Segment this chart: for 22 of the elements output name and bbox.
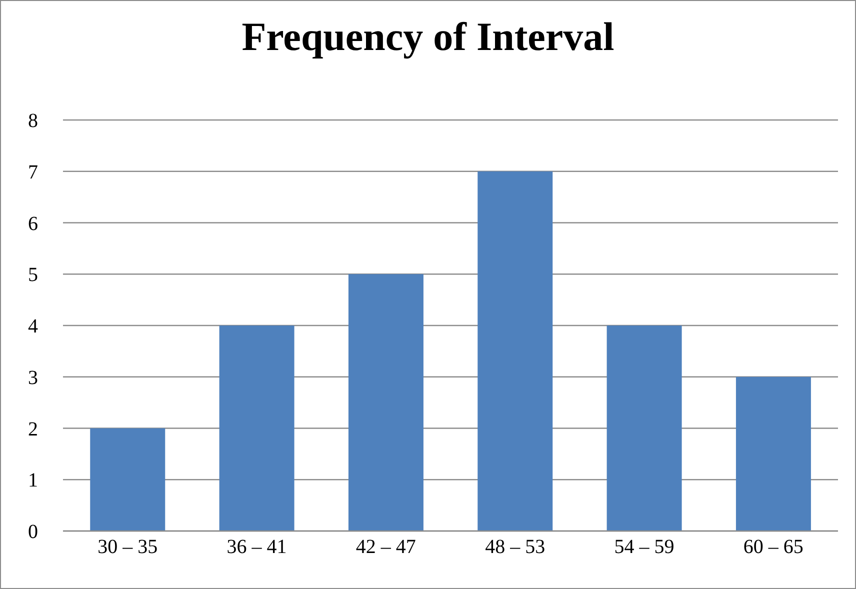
bar	[736, 376, 811, 531]
y-tick-label: 2	[28, 418, 38, 440]
x-tick-label: 54 – 59	[614, 536, 674, 558]
x-tick-label: 48 – 53	[485, 536, 546, 558]
bar	[478, 171, 553, 531]
chart-title: Frequency of Interval	[240, 13, 616, 60]
y-tick-label: 4	[28, 316, 38, 338]
y-tick-label: 3	[28, 366, 38, 389]
x-tick-label: 36 – 41	[226, 536, 287, 558]
y-tick-label: 7	[28, 161, 38, 184]
bar	[348, 274, 424, 531]
bar	[90, 428, 166, 531]
y-tick-label: 8	[28, 110, 38, 132]
y-tick-label: 0	[28, 521, 38, 544]
y-tick-label: 1	[28, 470, 38, 492]
x-tick-label: 60 – 65	[743, 536, 804, 558]
x-tick-label: 30 – 35	[98, 536, 158, 558]
x-tick-label: 42 – 47	[356, 536, 416, 558]
y-tick-label: 6	[28, 212, 38, 235]
bar	[606, 326, 682, 531]
bar	[219, 326, 294, 531]
y-tick-label: 5	[28, 264, 38, 286]
